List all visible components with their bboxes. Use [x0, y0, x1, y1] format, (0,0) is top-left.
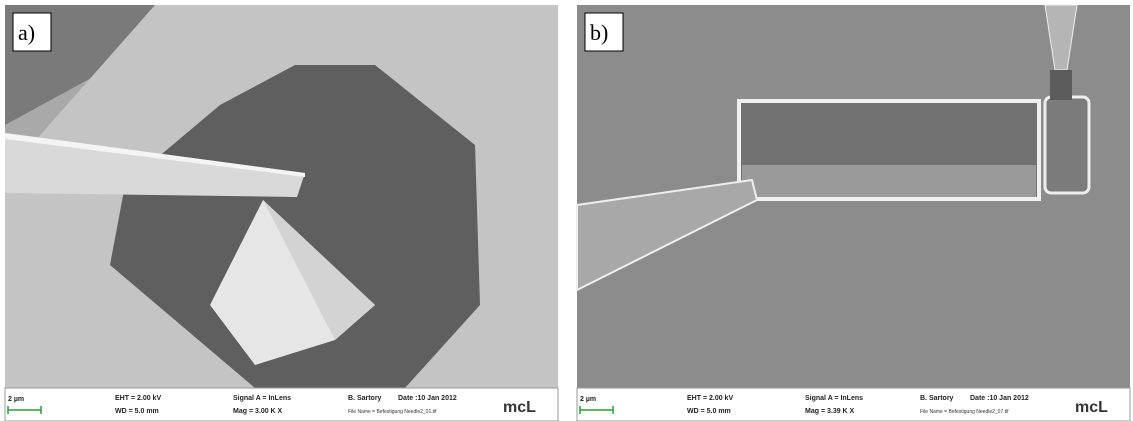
panel-a: a) 2 µm EHT = 2.00 kV WD = 5.0 mm Signal…: [5, 5, 558, 421]
signal: Signal A = InLens: [233, 395, 291, 402]
wd: WD = 5.0 mm: [687, 408, 731, 415]
info-bar: 2 µm EHT = 2.00 kV WD = 5.0 mm Signal A …: [577, 388, 1130, 421]
info-bar: 2 µm EHT = 2.00 kV WD = 5.0 mm Signal A …: [5, 388, 558, 421]
panel-label: a): [18, 20, 35, 45]
file-name: File Name = Befestigung Needle2_07.tif: [920, 409, 1009, 415]
mag: Mag = 3.00 K X: [233, 408, 283, 415]
scale-bar-label: 2 µm: [580, 396, 596, 403]
info-bar-bg: [5, 388, 558, 421]
info-bar-bg: [577, 388, 1130, 421]
operator: B. Sartory: [920, 395, 954, 402]
panel-b: b) 2 µm EHT = 2.00 kV WD = 5.0 mm Signal…: [577, 5, 1130, 421]
scale-bar-label: 2 µm: [8, 396, 24, 403]
date: Date :10 Jan 2012: [398, 395, 457, 402]
figure: a) 2 µm EHT = 2.00 kV WD = 5.0 mm Signal…: [0, 0, 1133, 421]
eht: EHT = 2.00 kV: [115, 395, 161, 402]
weld: [1050, 70, 1072, 100]
lamella-lower: [742, 165, 1036, 197]
grid-post: [1045, 97, 1089, 193]
file-name: File Name = Befestigung Needle2_01.tif: [348, 409, 437, 415]
panel-label: b): [590, 20, 608, 45]
date: Date :10 Jan 2012: [970, 395, 1029, 402]
mag: Mag = 3.39 K X: [805, 408, 855, 415]
wd: WD = 5.0 mm: [115, 408, 159, 415]
operator: B. Sartory: [348, 395, 382, 402]
eht: EHT = 2.00 kV: [687, 395, 733, 402]
signal: Signal A = InLens: [805, 395, 863, 402]
logo: mcL: [503, 399, 536, 416]
logo: mcL: [1075, 399, 1108, 416]
